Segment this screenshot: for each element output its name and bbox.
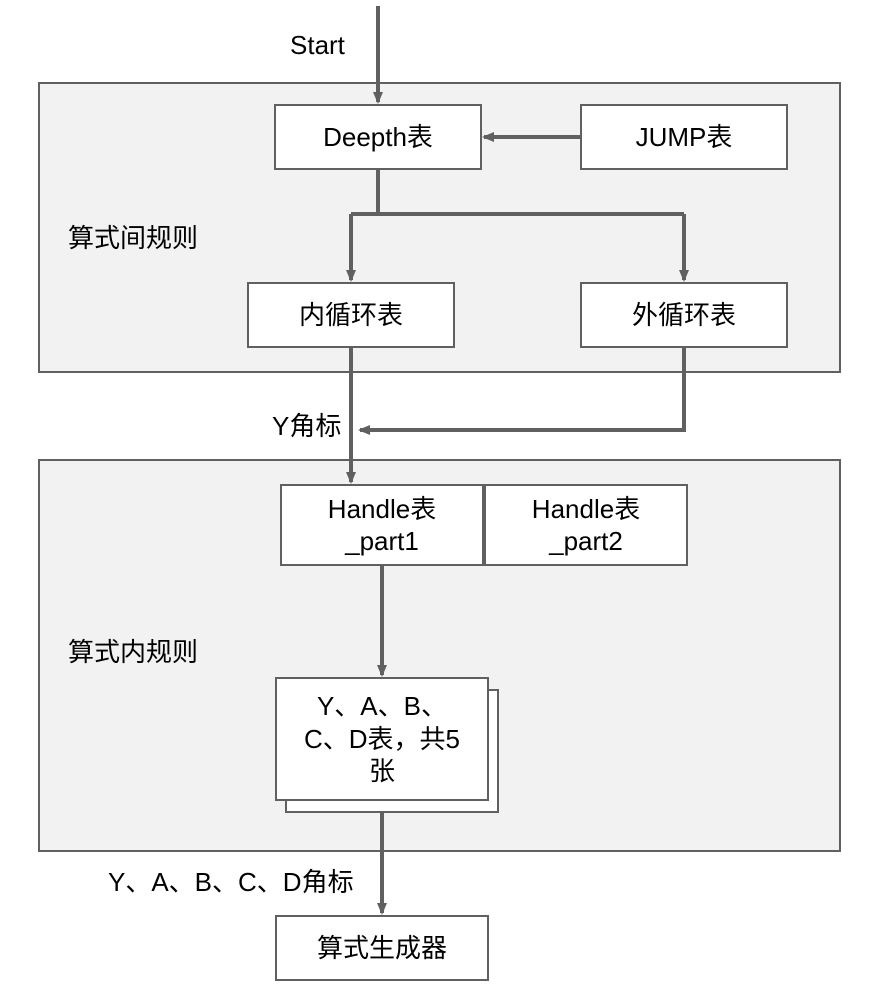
- node-handle-part1-text: Handle表 _part1: [328, 493, 436, 558]
- edge-label-y: Y角标: [272, 406, 341, 443]
- node-deepth: Deepth表: [274, 104, 482, 170]
- group-inter-rule-label: 算式间规则: [68, 218, 198, 255]
- node-outer-loop: 外循环表: [580, 282, 788, 348]
- edge-label-yabcd: Y、A、B、C、D角标: [108, 862, 354, 899]
- node-yabcd: Y、A、B、 C、D表，共5 张: [275, 677, 489, 801]
- node-jump-text: JUMP表: [636, 121, 733, 154]
- node-handle-part1: Handle表 _part1: [280, 484, 484, 566]
- node-generator: 算式生成器: [275, 915, 489, 981]
- node-generator-text: 算式生成器: [317, 932, 447, 965]
- node-yabcd-text: Y、A、B、 C、D表，共5 张: [304, 690, 460, 788]
- node-deepth-text: Deepth表: [323, 121, 433, 154]
- node-inner-loop: 内循环表: [247, 282, 455, 348]
- node-handle-part2-text: Handle表 _part2: [532, 493, 640, 558]
- start-label: Start: [290, 30, 345, 61]
- node-handle-part2: Handle表 _part2: [484, 484, 688, 566]
- node-jump: JUMP表: [580, 104, 788, 170]
- node-inner-loop-text: 内循环表: [299, 299, 403, 332]
- node-outer-loop-text: 外循环表: [632, 299, 736, 332]
- group-intra-rule-label: 算式内规则: [68, 632, 198, 669]
